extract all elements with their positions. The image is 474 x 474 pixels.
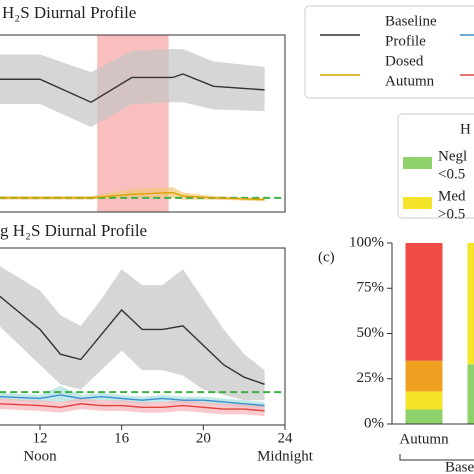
legend-label: Med [438,188,466,204]
x-tick-label: 24 [278,430,294,446]
panel-title: H₂S Diurnal Profile [2,3,136,22]
legend-swatch [403,157,432,169]
confidence-band [0,49,265,128]
group-bracket [399,454,474,461]
x-tick-label: 12 [33,430,48,446]
confidence-band [0,398,265,417]
legend-box [397,113,474,219]
series-line [0,394,265,407]
series-line [0,191,265,201]
series-line [0,295,265,385]
plot-frame [0,247,286,426]
y-tick-label: 25% [357,370,385,386]
y-tick-label: 0% [364,415,384,431]
bar-segment [405,391,443,410]
legend-label: <0.5 [438,166,465,182]
x-tick-note: Midnight [257,448,314,464]
panel-label: (c) [318,249,335,265]
y-tick-label: 75% [357,280,385,296]
plot-frame [0,34,286,213]
legend-label: Negl [438,148,467,164]
bar-segment [467,243,474,365]
legend-label: >0.5 [438,206,465,222]
bar-segment [405,409,443,424]
series-line [0,403,265,412]
group-label: Baselin [445,459,474,474]
bar-segment [405,360,443,392]
x-tick-label: 16 [114,430,130,446]
series-line [0,73,265,104]
legend-swatch [403,197,432,209]
x-tick-label: 20 [196,430,211,446]
panel-title: g H₂S Diurnal Profile [0,221,147,240]
legend-title: H [460,121,471,137]
bar-segment [467,364,474,424]
x-tick-label: Autumn [399,431,449,447]
bar-segment [405,243,443,361]
legend-label: Autumn [385,73,435,89]
x-tick-note: Noon [23,448,57,464]
confidence-band [0,266,265,401]
legend-label: Dosed [385,53,424,69]
legend-label: Baseline [385,13,437,29]
y-tick-label: 50% [357,325,385,341]
legend-label: Profile [385,33,426,49]
y-tick-label: 100% [349,234,384,250]
